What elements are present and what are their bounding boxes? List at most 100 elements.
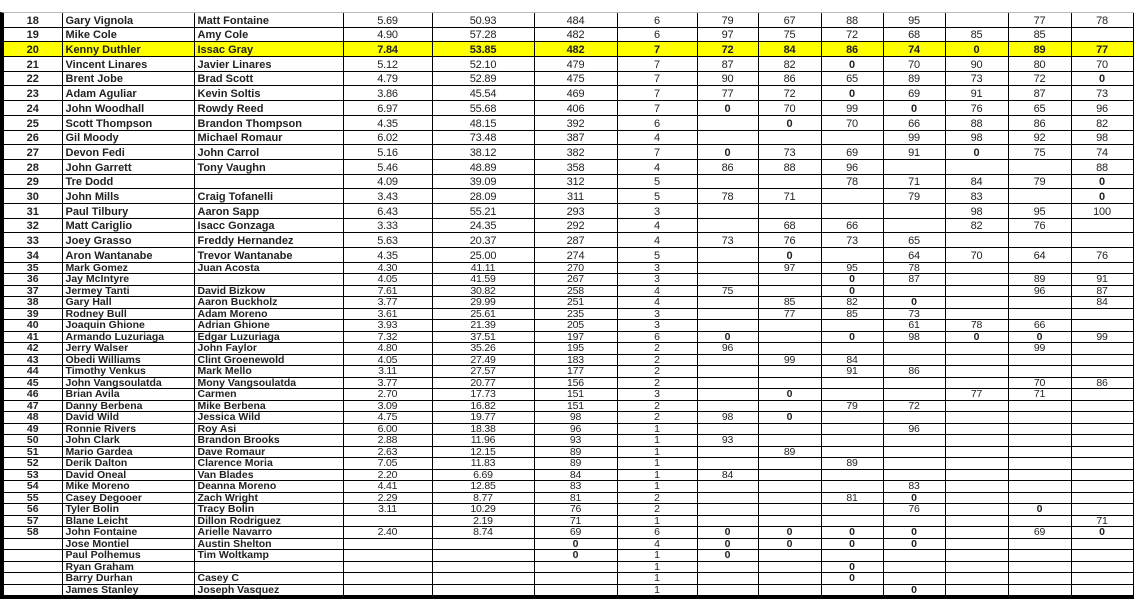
average-cell[interactable]: 2.40 <box>343 526 433 539</box>
count-cell[interactable]: 4 <box>617 232 698 248</box>
score-cell-3[interactable]: 0 <box>821 331 884 344</box>
score-cell-2[interactable]: 72 <box>758 85 822 102</box>
total-cell[interactable]: 251 <box>534 296 618 309</box>
score-cell-6[interactable]: 71 <box>1008 388 1072 401</box>
score-cell-2[interactable]: 88 <box>758 159 822 175</box>
count-cell[interactable]: 4 <box>617 296 698 309</box>
total-cell[interactable]: 98 <box>534 411 618 424</box>
player-2-cell[interactable]: Carmen <box>194 388 344 401</box>
rank-cell[interactable]: 58 <box>4 526 63 539</box>
count-cell[interactable]: 1 <box>617 480 698 493</box>
score-cell-5[interactable]: 76 <box>945 100 1009 116</box>
score-cell-7[interactable] <box>1071 308 1134 321</box>
player-2-cell[interactable]: Mony Vangsoulatda <box>194 377 344 390</box>
average-cell[interactable]: 5.46 <box>343 159 433 175</box>
total-cell[interactable]: 69 <box>534 526 618 539</box>
score-cell-6[interactable]: 0 <box>1008 503 1072 516</box>
score-cell-6[interactable]: 75 <box>1008 144 1072 160</box>
score-cell-4[interactable]: 99 <box>883 130 946 146</box>
rank-cell[interactable]: 25 <box>4 115 63 131</box>
average-cell[interactable]: 4.35 <box>343 115 433 131</box>
score-cell-4[interactable] <box>883 434 946 447</box>
percent-cell[interactable]: 11.83 <box>432 457 535 470</box>
rank-cell[interactable]: 30 <box>4 188 63 204</box>
score-cell-5[interactable] <box>945 538 1009 551</box>
score-cell-1[interactable]: 96 <box>697 342 759 355</box>
rank-cell[interactable]: 36 <box>4 273 63 286</box>
player-2-cell[interactable]: Isacc Gonzaga <box>194 218 344 234</box>
count-cell[interactable]: 1 <box>617 572 698 585</box>
total-cell[interactable]: 0 <box>534 549 618 562</box>
score-cell-5[interactable] <box>945 273 1009 286</box>
percent-cell[interactable]: 12.15 <box>432 446 535 459</box>
percent-cell[interactable]: 6.69 <box>432 469 535 482</box>
score-cell-3[interactable]: 0 <box>821 285 884 298</box>
score-cell-6[interactable] <box>1008 480 1072 493</box>
rank-cell[interactable]: 47 <box>4 400 63 413</box>
score-cell-4[interactable]: 0 <box>883 526 946 539</box>
score-cell-6[interactable]: 92 <box>1008 130 1072 146</box>
average-cell[interactable]: 2.88 <box>343 434 433 447</box>
score-cell-1[interactable] <box>697 423 759 436</box>
score-cell-6[interactable]: 76 <box>1008 218 1072 234</box>
total-cell[interactable]: 406 <box>534 100 618 116</box>
score-cell-1[interactable]: 90 <box>697 71 759 87</box>
rank-cell[interactable]: 35 <box>4 262 63 275</box>
percent-cell[interactable]: 73.48 <box>432 130 535 146</box>
average-cell[interactable]: 2.20 <box>343 469 433 482</box>
average-cell[interactable]: 3.11 <box>343 503 433 516</box>
percent-cell[interactable]: 20.77 <box>432 377 535 390</box>
score-cell-2[interactable]: 0 <box>758 115 822 131</box>
average-cell[interactable] <box>343 515 433 528</box>
score-cell-7[interactable] <box>1071 549 1134 562</box>
player-1-cell[interactable]: Brian Avila <box>62 388 195 401</box>
percent-cell[interactable] <box>432 549 535 562</box>
player-2-cell[interactable]: Issac Gray <box>194 41 344 58</box>
count-cell[interactable]: 7 <box>617 144 698 160</box>
rank-cell[interactable]: 32 <box>4 218 63 234</box>
total-cell[interactable]: 382 <box>534 144 618 160</box>
player-2-cell[interactable]: John Faylor <box>194 342 344 355</box>
count-cell[interactable]: 2 <box>617 342 698 355</box>
player-2-cell[interactable]: Clarence Moria <box>194 457 344 470</box>
score-cell-6[interactable]: 89 <box>1008 41 1072 58</box>
player-1-cell[interactable]: David Oneal <box>62 469 195 482</box>
score-cell-2[interactable]: 86 <box>758 71 822 87</box>
average-cell[interactable]: 4.30 <box>343 262 433 275</box>
score-cell-6[interactable]: 80 <box>1008 56 1072 72</box>
percent-cell[interactable]: 35.26 <box>432 342 535 355</box>
score-cell-3[interactable]: 66 <box>821 218 884 234</box>
player-1-cell[interactable]: Brent Jobe <box>62 71 195 87</box>
score-cell-1[interactable] <box>697 247 759 263</box>
average-cell[interactable]: 2.70 <box>343 388 433 401</box>
score-cell-2[interactable] <box>758 285 822 298</box>
score-cell-4[interactable] <box>883 446 946 459</box>
score-cell-2[interactable]: 97 <box>758 262 822 275</box>
score-cell-4[interactable] <box>883 411 946 424</box>
player-1-cell[interactable]: Paul Polhemus <box>62 549 195 562</box>
player-1-cell[interactable]: Gary Hall <box>62 296 195 309</box>
rank-cell[interactable]: 56 <box>4 503 63 516</box>
total-cell[interactable]: 484 <box>534 13 618 28</box>
player-2-cell[interactable]: Amy Cole <box>194 27 344 43</box>
score-cell-7[interactable] <box>1071 400 1134 413</box>
rank-cell[interactable]: 52 <box>4 457 63 470</box>
score-cell-3[interactable]: 85 <box>821 308 884 321</box>
average-cell[interactable]: 4.09 <box>343 174 433 190</box>
score-cell-2[interactable] <box>758 549 822 562</box>
score-cell-6[interactable] <box>1008 457 1072 470</box>
score-cell-6[interactable] <box>1008 515 1072 528</box>
player-1-cell[interactable]: Mike Cole <box>62 27 195 43</box>
average-cell[interactable]: 7.05 <box>343 457 433 470</box>
score-cell-2[interactable] <box>758 342 822 355</box>
player-2-cell[interactable]: David Bizkow <box>194 285 344 298</box>
score-cell-4[interactable] <box>883 377 946 390</box>
rank-cell[interactable]: 55 <box>4 492 63 505</box>
score-cell-4[interactable]: 95 <box>883 13 946 28</box>
player-2-cell[interactable]: Tony Vaughn <box>194 159 344 175</box>
score-cell-3[interactable]: 0 <box>821 572 884 585</box>
average-cell[interactable]: 4.05 <box>343 273 433 286</box>
rank-cell[interactable]: 33 <box>4 232 63 248</box>
rank-cell[interactable]: 40 <box>4 319 63 332</box>
score-cell-5[interactable] <box>945 354 1009 367</box>
